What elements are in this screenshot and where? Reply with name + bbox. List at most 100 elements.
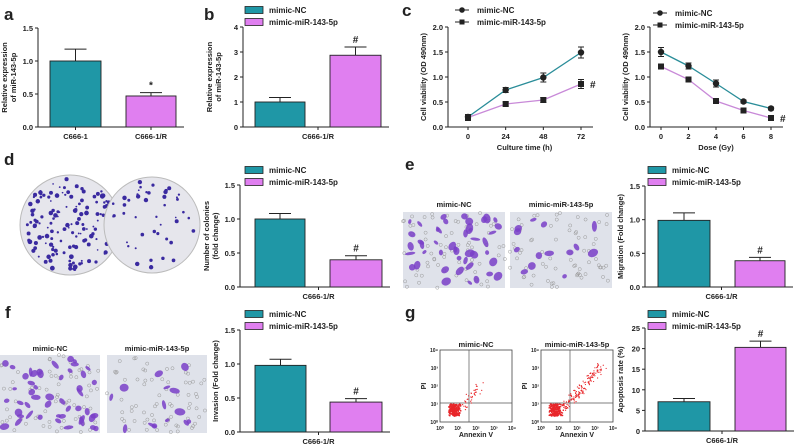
flow-event (575, 392, 577, 395)
flow-event (449, 410, 451, 412)
stained-cell (186, 419, 192, 424)
panel-letter-f: f (5, 303, 11, 322)
transwell-pore (113, 369, 117, 374)
chart-g-bar-1 (734, 346, 787, 432)
chart-c-y-label: Cell viability (OD 490nm) (419, 33, 428, 121)
colony-dot (61, 191, 64, 194)
transwell-pore (465, 243, 470, 247)
transwell-pore (202, 377, 207, 382)
flow-event (591, 372, 594, 374)
transwell-pore (188, 401, 192, 406)
panel-letter-c: c (402, 1, 411, 20)
chart-c-x-tick-label: 48 (539, 132, 547, 141)
transwell-pore (444, 234, 448, 238)
transwell-pore (594, 257, 598, 261)
transwell-pore (194, 406, 199, 411)
transwell-pore (191, 424, 195, 429)
legend-swatch-nc (244, 6, 264, 14)
flow-event (476, 385, 478, 387)
chart-c2-point-circle (712, 80, 720, 87)
transwell-pore (591, 242, 596, 246)
colony-dot (165, 237, 169, 241)
chart-c2-point-square (685, 76, 692, 83)
flow-event (588, 377, 590, 379)
colony-dot (86, 242, 91, 247)
flow-event (454, 413, 457, 415)
transwell-pore (554, 237, 558, 242)
flow-event (467, 395, 470, 397)
panel-letter-g: g (405, 303, 415, 322)
chart-b-significance-mark: # (353, 35, 359, 46)
chart-a-y-tick-label: 1.0 (23, 57, 33, 66)
stained-cell (181, 362, 189, 372)
flow-event (470, 402, 473, 404)
colony-dot (95, 238, 98, 241)
chart-g-y-tick-label: 20 (632, 345, 640, 354)
colony-dot (101, 213, 106, 218)
stained-cell (65, 405, 72, 412)
chart-d-y-label: (fold change) (211, 212, 220, 260)
stained-cell (573, 243, 580, 251)
stained-cell (463, 229, 468, 238)
colony-dot (148, 265, 154, 270)
chart-d-y-tick-label: 1.5 (225, 181, 235, 190)
flow-event (585, 389, 587, 391)
flow-event (580, 385, 583, 387)
flow-event (451, 411, 454, 413)
stained-cell (37, 414, 43, 420)
chart-c2-point-circle (740, 98, 747, 105)
flow-event (550, 403, 553, 406)
colony-dot (58, 186, 61, 188)
stained-cell (44, 400, 52, 408)
colony-dot (70, 223, 73, 226)
flow-event (597, 371, 599, 373)
transwell-pore (587, 260, 591, 265)
colony-dot (127, 198, 131, 202)
flow-event (449, 414, 451, 417)
flow-event (597, 364, 600, 366)
colony-dot (59, 239, 63, 243)
transwell-pore (114, 370, 119, 374)
transwell-pore (12, 428, 17, 433)
transwell-pore (464, 278, 469, 283)
colony-dot (169, 240, 173, 245)
colony-dot (122, 203, 127, 207)
flow-event (570, 394, 573, 396)
flow-event (600, 368, 602, 370)
flow-event (448, 409, 451, 411)
stained-cell (67, 368, 73, 373)
flow-event (582, 390, 584, 392)
transwell-pore (606, 278, 610, 283)
flow-y-tick-label: 10⁴ (430, 348, 439, 354)
stained-cell (78, 415, 85, 425)
flow-x-tick-label: 10¹ (454, 426, 462, 432)
stained-cell (24, 401, 31, 409)
transwell-pore (540, 262, 545, 266)
flow-event (589, 378, 592, 380)
stained-cell (413, 260, 421, 270)
panel-letter-b: b (204, 5, 214, 24)
flow-event (470, 400, 472, 402)
flow-event (557, 409, 560, 412)
legend-label-nc: mimic-NC (672, 166, 710, 175)
chart-b-x-label: C666-1/R (302, 132, 335, 141)
legend-swatch-nc (244, 166, 264, 174)
transwell-pore (522, 274, 527, 279)
stained-cell (148, 422, 157, 428)
flow-event (551, 410, 553, 412)
transwell-pore (48, 356, 52, 361)
chart-c2-point-square (658, 63, 664, 70)
flow-event (450, 408, 452, 411)
transwell-pore (456, 219, 461, 224)
flow-event (465, 402, 467, 404)
flow-event (466, 398, 468, 400)
stained-cell (0, 423, 10, 430)
stained-cell (89, 425, 96, 430)
transwell-pore (187, 380, 192, 385)
flow-event (605, 367, 607, 370)
transwell-pore (519, 248, 524, 252)
transwell-pore (152, 418, 156, 423)
transwell-pore (601, 265, 606, 270)
flow-event (591, 375, 593, 377)
colony-dot (68, 254, 74, 260)
